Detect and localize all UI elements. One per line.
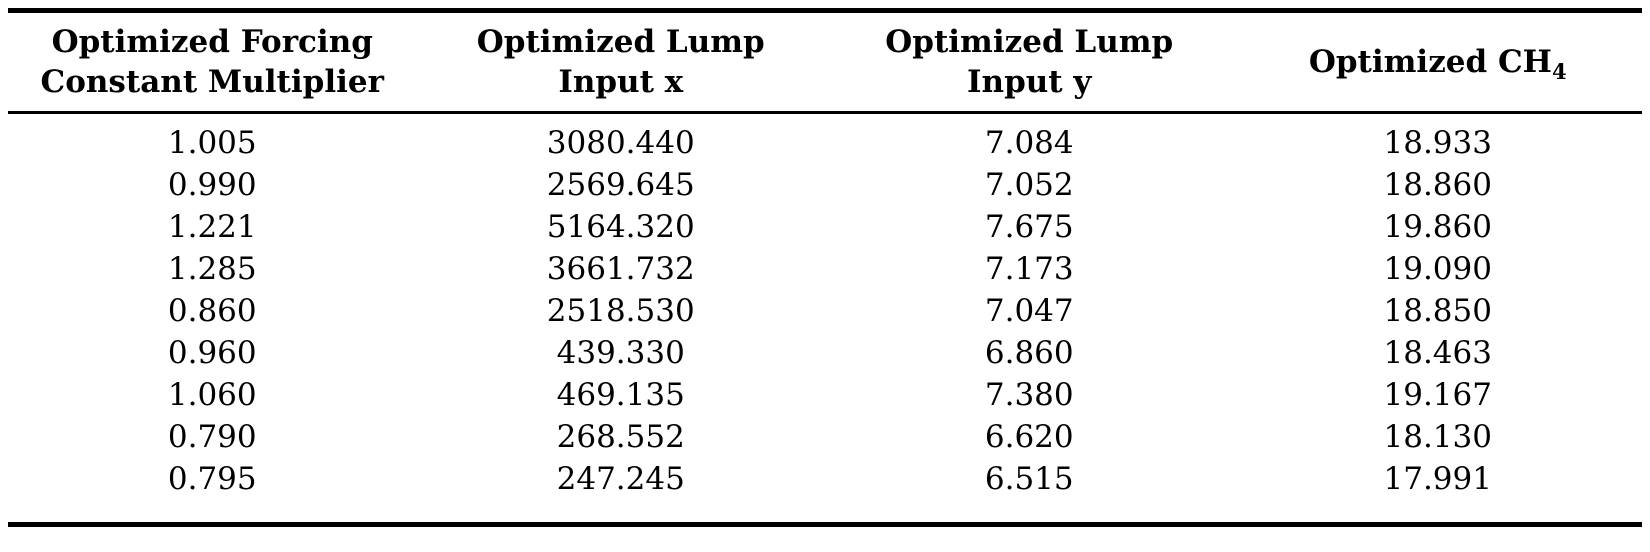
table-cell: 439.330: [556, 335, 685, 372]
table-cell: 0.860: [167, 293, 257, 330]
column-header-optimized-ch4: Optimized CH4: [1234, 11, 1643, 113]
table-cell: 7.173: [984, 251, 1074, 288]
table-row: 0.860 2518.530 7.047 18.850: [8, 290, 1642, 332]
table-row: 1.005 3080.440 7.084 18.933: [8, 113, 1642, 165]
table-cell: 3080.440: [546, 125, 695, 162]
table-cell: 6.620: [984, 419, 1074, 456]
header-line: Input y: [967, 63, 1092, 100]
table-cell: 18.850: [1383, 293, 1492, 330]
table-cell: 1.005: [167, 125, 257, 162]
table-cell: 6.860: [984, 335, 1074, 372]
table-body: 1.005 3080.440 7.084 18.933 0.990 2569.645 7.0…: [8, 113, 1642, 525]
table-cell: 1.221: [167, 209, 257, 246]
table-cell: 18.933: [1383, 125, 1492, 162]
table-cell: 17.991: [1383, 461, 1492, 498]
ch4-subscript: 4: [1551, 59, 1567, 85]
column-header-lump-input-y: Optimized Lump Input y: [825, 11, 1234, 113]
table-cell: 5164.320: [546, 209, 695, 246]
header-line: Optimized CH: [1308, 43, 1552, 80]
table-cell: 7.380: [984, 377, 1074, 414]
table-cell: 18.860: [1383, 167, 1492, 204]
table-row: 0.990 2569.645 7.052 18.860: [8, 164, 1642, 206]
table-cell: 1.285: [167, 251, 257, 288]
table-row: 0.960 439.330 6.860 18.463: [8, 332, 1642, 374]
table-cell: 0.795: [167, 461, 257, 498]
table-cell: 19.860: [1383, 209, 1492, 246]
table-cell: 0.790: [167, 419, 257, 456]
table-cell: 2518.530: [546, 293, 695, 330]
table-cell: 0.960: [167, 335, 257, 372]
optimized-parameters-table: Optimized Forcing Constant Multiplier Op…: [8, 8, 1642, 528]
table-cell: 1.060: [167, 377, 257, 414]
table-cell: 7.084: [984, 125, 1074, 162]
table-cell: 3661.732: [546, 251, 695, 288]
header-line: Input x: [558, 63, 684, 100]
table-row: 1.221 5164.320 7.675 19.860: [8, 206, 1642, 248]
table-cell: 7.047: [984, 293, 1074, 330]
table-cell: 18.130: [1383, 419, 1492, 456]
table-header-row: Optimized Forcing Constant Multiplier Op…: [8, 11, 1642, 113]
table-cell: 18.463: [1383, 335, 1492, 372]
table-cell: 2569.645: [546, 167, 695, 204]
table-row: 0.790 268.552 6.620 18.130: [8, 416, 1642, 458]
table-cell: 7.052: [984, 167, 1074, 204]
table-cell: 19.167: [1383, 377, 1492, 414]
header-line: Optimized Forcing: [51, 24, 373, 60]
table-cell: 247.245: [556, 461, 685, 498]
header-line: Optimized Lump: [885, 24, 1174, 60]
header-line: Optimized Lump: [476, 24, 765, 60]
table-cell: 19.090: [1383, 251, 1492, 288]
table-row: 1.285 3661.732 7.173 19.090: [8, 248, 1642, 290]
table-cell: 469.135: [556, 377, 685, 414]
table-cell: 6.515: [984, 461, 1074, 498]
table-row: 1.060 469.135 7.380 19.167: [8, 374, 1642, 416]
table-cell: 268.552: [556, 419, 685, 456]
column-header-forcing-constant-multiplier: Optimized Forcing Constant Multiplier: [8, 11, 417, 113]
table-row: 0.795 247.245 6.515 17.991: [8, 458, 1642, 525]
table-cell: 0.990: [167, 167, 257, 204]
table-header: Optimized Forcing Constant Multiplier Op…: [8, 11, 1642, 113]
column-header-lump-input-x: Optimized Lump Input x: [417, 11, 826, 113]
table-cell: 7.675: [984, 209, 1074, 246]
header-line: Constant Multiplier: [40, 63, 384, 100]
